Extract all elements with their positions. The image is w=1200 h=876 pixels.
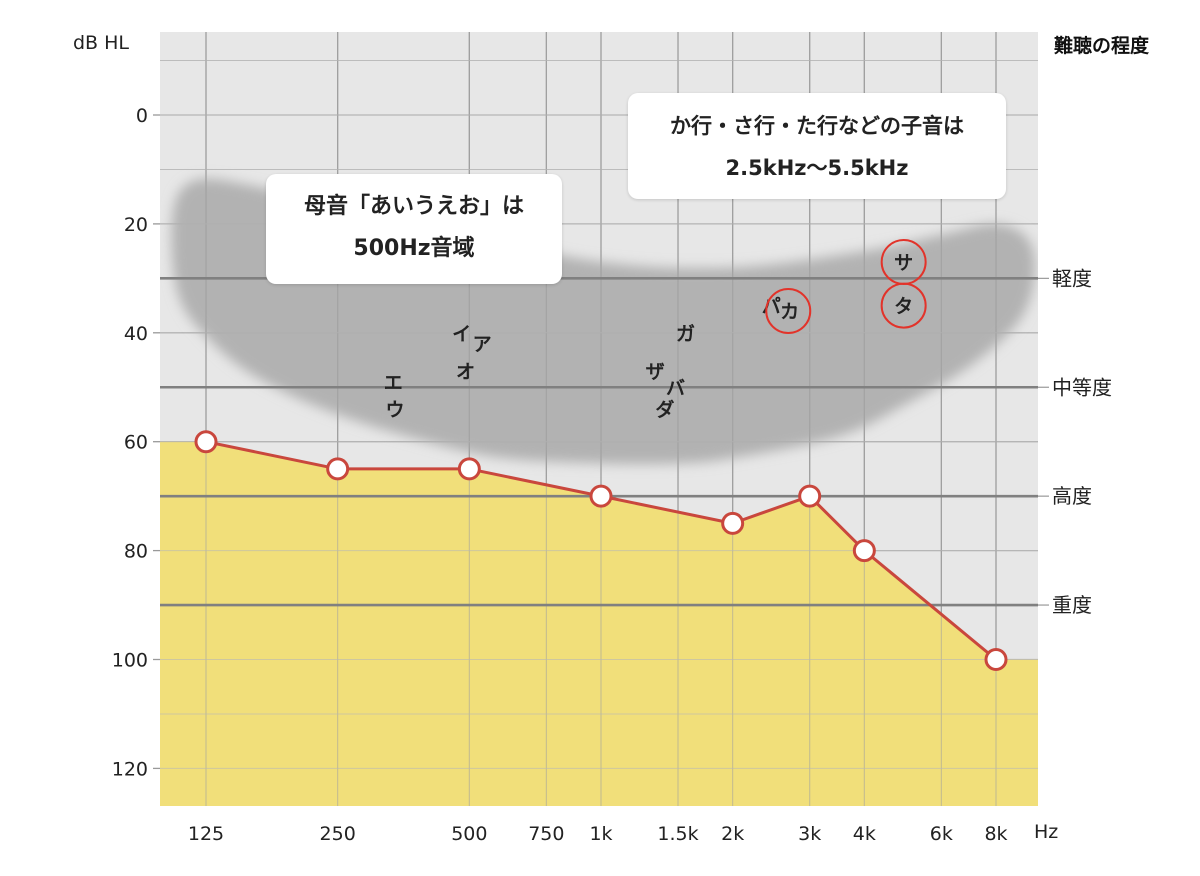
vowel-callout-line-1: 母音「あいうえお」は: [303, 194, 524, 219]
y-tick-label: 100: [112, 650, 148, 672]
threshold-point: [194, 430, 218, 454]
phoneme-label: ウ: [385, 399, 404, 421]
x-tick-label: 250: [320, 823, 356, 845]
phoneme-highlight-circle: [765, 288, 812, 335]
phoneme-label: ザ: [646, 361, 665, 383]
phoneme-label: ダ: [655, 398, 674, 421]
x-tick-label: 1k: [589, 823, 612, 845]
y-axis-ticks: 0 20 40 60 80 100 120: [112, 105, 160, 780]
threshold-point: [721, 511, 745, 535]
x-tick-label: 6k: [930, 823, 953, 845]
phoneme-highlight-circle: [880, 282, 927, 329]
consonant-callout: か行・さ行・た行などの子音は 2.5kHz〜5.5kHz: [628, 93, 1006, 199]
x-tick-label: 1.5k: [657, 823, 698, 845]
severity-label: 高度: [1052, 484, 1092, 508]
y-tick-label: 20: [124, 214, 148, 236]
threshold-point: [589, 484, 613, 508]
threshold-line: [205, 440, 997, 661]
y-tick-label: 60: [124, 432, 148, 454]
phoneme-label: バ: [666, 377, 685, 399]
severity-label: 中等度: [1052, 375, 1112, 399]
y-tick-label: 120: [112, 758, 148, 780]
y-axis-label: dB HL: [73, 32, 129, 54]
consonant-callout-line-2: 2.5kHz〜5.5kHz: [725, 156, 909, 180]
x-tick-label: 8k: [984, 823, 1007, 845]
vowel-callout: 母音「あいうえお」は 500Hz音域: [266, 174, 562, 284]
x-tick-label: 2k: [721, 823, 744, 845]
x-tick-label: 3k: [798, 823, 821, 845]
x-tick-label: 500: [451, 823, 487, 845]
y-tick-label: 80: [124, 541, 148, 563]
phoneme-label: パ: [762, 296, 781, 318]
phoneme-label: タ: [894, 296, 913, 318]
phoneme-label: サ: [894, 252, 913, 274]
y-tick-label: 0: [136, 105, 148, 127]
phoneme-label: エ: [384, 372, 403, 394]
x-tick-label: 4k: [853, 823, 876, 845]
x-axis-label: Hz: [1034, 821, 1058, 843]
threshold-point: [798, 484, 822, 508]
phoneme-label: ガ: [676, 323, 695, 345]
severity-label: 軽度: [1052, 266, 1092, 290]
x-tick-label: 750: [528, 823, 564, 845]
consonant-callout-line-1: か行・さ行・た行などの子音は: [670, 114, 964, 138]
phoneme-label: カ: [780, 301, 799, 323]
threshold-point: [457, 457, 481, 481]
x-tick-label: 125: [188, 823, 224, 845]
phoneme-label: ア: [473, 334, 492, 356]
severity-label: 重度: [1052, 593, 1092, 617]
y-tick-label: 40: [124, 323, 148, 345]
threshold-point: [984, 648, 1008, 671]
threshold-point: [326, 457, 350, 481]
hearing-loss-area: [160, 441, 1038, 806]
threshold-point: [852, 539, 876, 563]
phoneme-label: オ: [456, 361, 475, 383]
x-axis-ticks: 125 250 500 750 1k 1.5k 2k 3k 4k 6k 8k: [188, 823, 1008, 845]
severity-title: 難聴の程度: [1054, 34, 1150, 57]
vowel-callout-line-2: 500Hz音域: [353, 236, 475, 261]
phoneme-label: イ: [452, 323, 471, 345]
